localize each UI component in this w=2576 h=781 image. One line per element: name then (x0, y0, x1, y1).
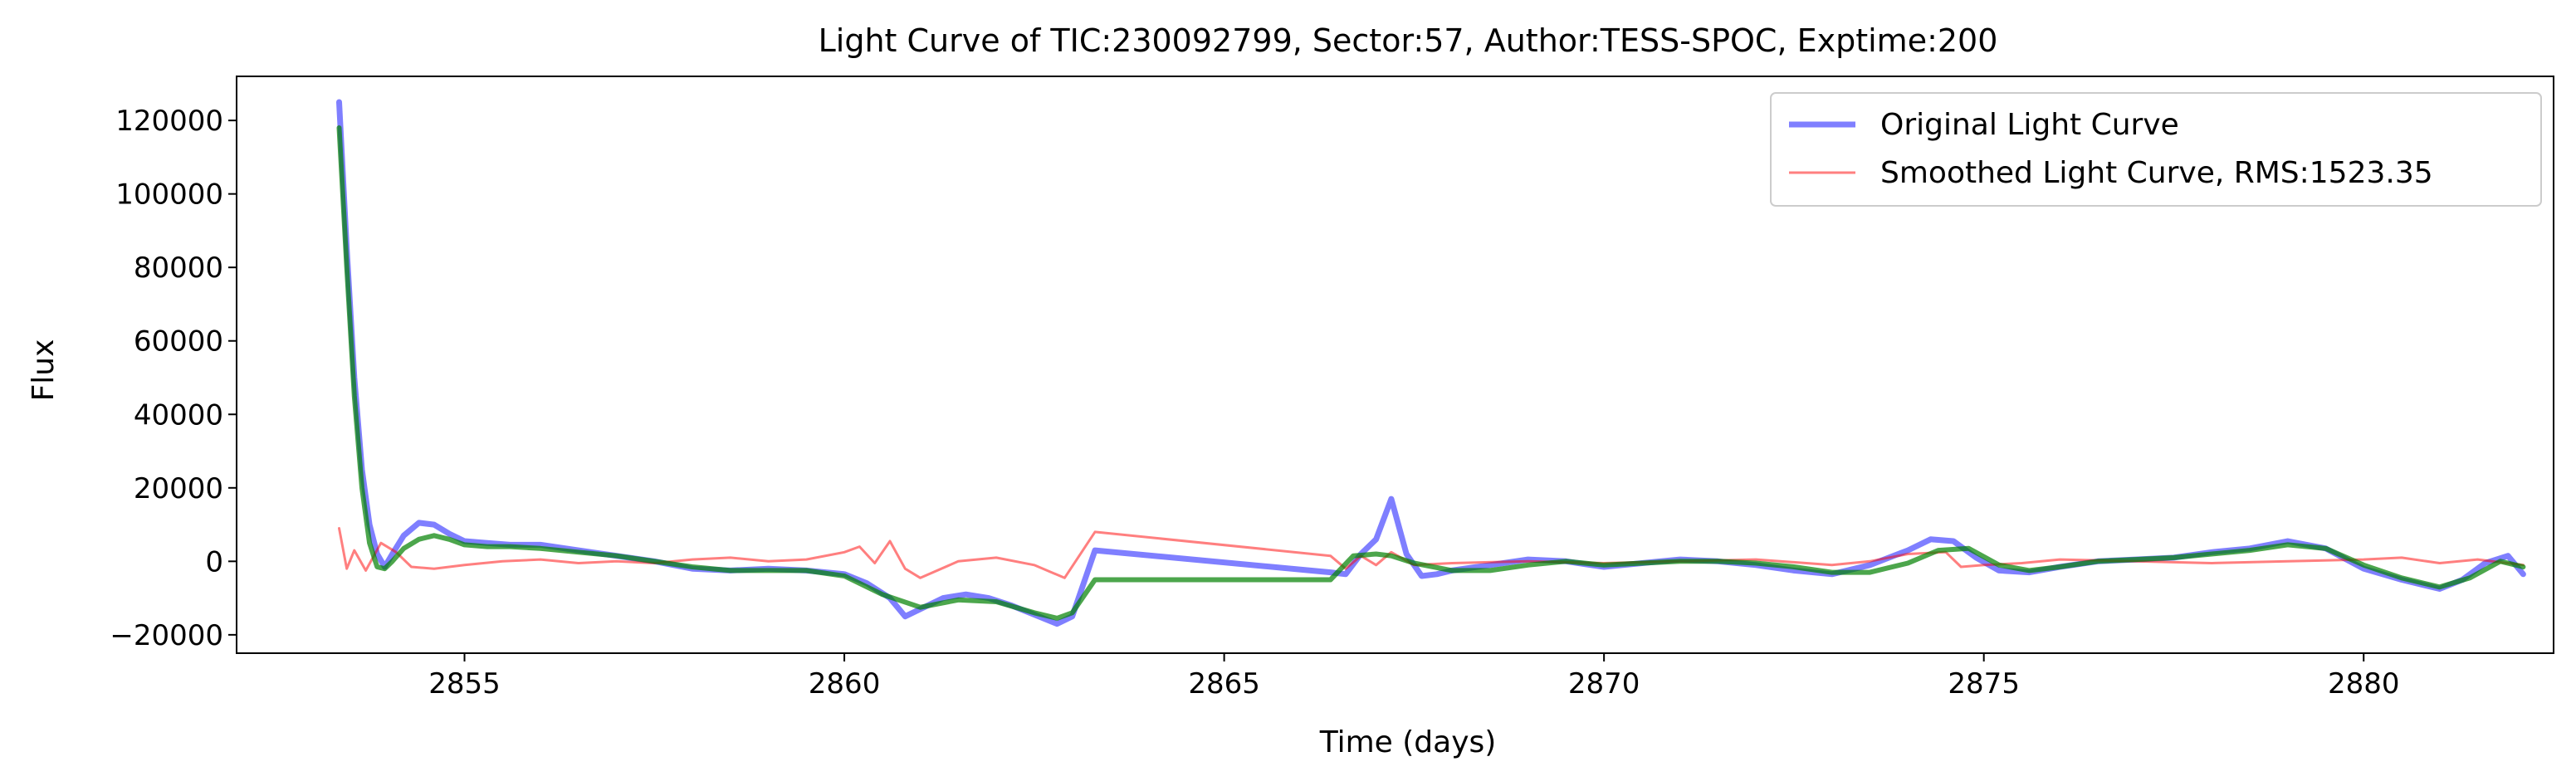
y-tick-label: 120000 (115, 105, 223, 138)
legend-label: Original Light Curve (1880, 108, 2179, 142)
legend-box (1770, 92, 2542, 207)
legend: Original Light Curve Smoothed Light Curve… (1770, 92, 2542, 207)
x-tick-label: 2855 (428, 667, 501, 700)
y-tick-label: −20000 (110, 619, 223, 652)
y-tick-label: 80000 (134, 251, 223, 285)
y-tick-label: 0 (205, 545, 223, 578)
x-tick-label: 2875 (1948, 667, 2020, 700)
plot-frame (236, 76, 2554, 654)
y-tick-label: 40000 (134, 398, 223, 432)
x-tick-label: 2880 (2328, 667, 2400, 700)
y-axis-label: Flux (27, 339, 61, 402)
y-axis-ticks: −20000 0 20000 40000 60000 80000 100000 120000 (110, 105, 237, 652)
legend-label: Smoothed Light Curve, RMS:1523.35 (1880, 156, 2433, 190)
series-smoothed-light-curve (338, 527, 2525, 579)
x-tick-label: 2860 (809, 667, 881, 700)
x-axis-label: Time (days) (1319, 725, 1497, 759)
x-tick-label: 2870 (1568, 667, 1640, 700)
x-axis-ticks: 2855 2860 2865 2870 2875 2880 (428, 653, 2399, 700)
y-tick-label: 60000 (134, 325, 223, 359)
y-tick-label: 20000 (134, 472, 223, 505)
series-trend-fit (336, 125, 2526, 621)
y-tick-label: 100000 (115, 178, 223, 212)
x-tick-label: 2865 (1188, 667, 1260, 700)
series-layer (336, 99, 2526, 627)
chart-title: Light Curve of TIC:230092799, Sector:57,… (819, 22, 1998, 59)
